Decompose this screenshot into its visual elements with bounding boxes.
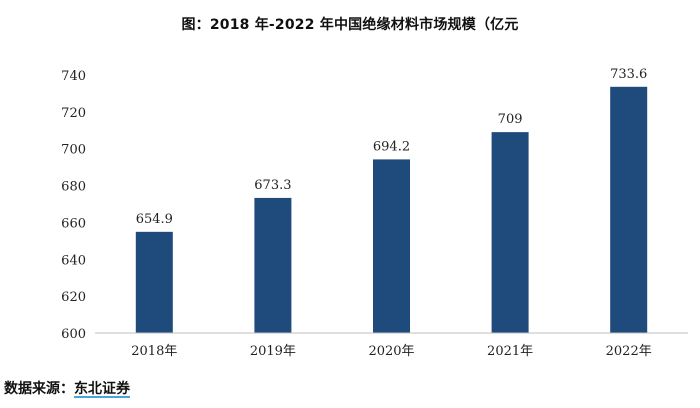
bar <box>254 197 292 333</box>
bar-value-label: 733.6 <box>610 67 647 82</box>
bar-value-label: 654.9 <box>136 212 173 227</box>
bar <box>135 231 173 333</box>
x-tick-label: 2022年 <box>606 344 652 359</box>
bar <box>373 159 410 333</box>
bar <box>610 86 648 334</box>
source-note: 数据来源：东北证券 <box>4 378 130 398</box>
chart-title: 图：2018 年-2022 年中国绝缘材料市场规模（亿元 <box>181 17 519 33</box>
y-tick-label: 620 <box>61 290 86 305</box>
x-tick-label: 2019年 <box>250 344 296 359</box>
x-tick-label: 2020年 <box>368 344 414 359</box>
x-tick-label: 2018年 <box>131 344 177 359</box>
bar <box>491 132 529 333</box>
source-prefix: 数据来源： <box>4 381 74 397</box>
bar-series <box>135 86 648 334</box>
y-tick-label: 700 <box>61 143 86 158</box>
y-tick-label: 660 <box>61 216 86 231</box>
bar-value-label: 709 <box>498 112 523 127</box>
y-tick-label: 640 <box>61 253 86 268</box>
x-axis: 2018年 2019年 2020年 2021年 2022年 <box>95 332 688 359</box>
y-tick-label: 740 <box>61 69 86 84</box>
value-labels: 654.9 673.3 694.2 709 733.6 <box>136 67 648 227</box>
bar-value-label: 694.2 <box>373 139 410 154</box>
y-tick-label: 680 <box>61 180 86 195</box>
y-tick-label: 600 <box>61 327 86 342</box>
y-axis: 600 620 640 660 680 700 720 740 <box>61 69 86 342</box>
source-org: 东北证券 <box>74 381 130 397</box>
y-tick-label: 720 <box>61 106 86 121</box>
x-tick-label: 2021年 <box>487 344 533 359</box>
bar-value-label: 673.3 <box>254 178 291 193</box>
